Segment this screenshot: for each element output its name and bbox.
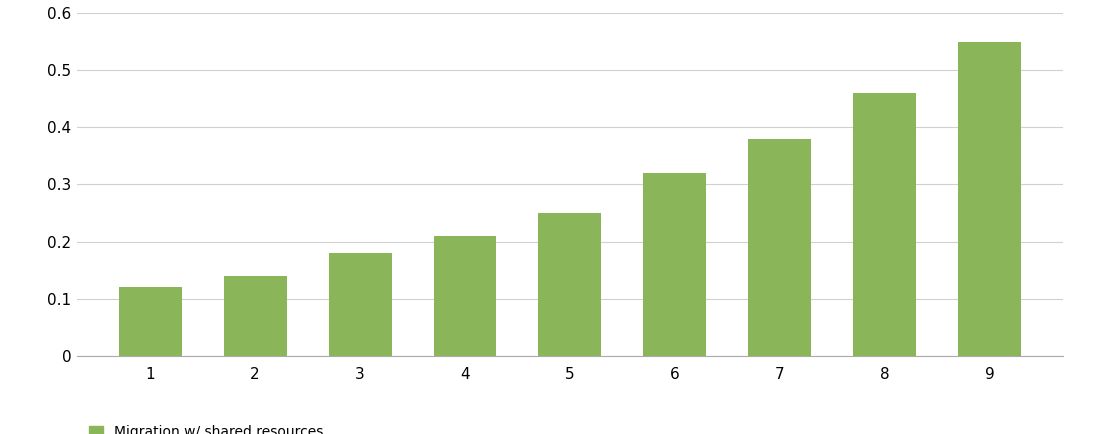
Bar (538, 213, 602, 356)
Bar (329, 253, 391, 356)
Bar (749, 139, 811, 356)
Legend: Migration w/ shared resources: Migration w/ shared resources (83, 420, 329, 434)
Bar (854, 93, 916, 356)
Bar (118, 287, 182, 356)
Bar (224, 276, 286, 356)
Bar (643, 173, 706, 356)
Bar (434, 236, 496, 356)
Bar (958, 42, 1021, 356)
